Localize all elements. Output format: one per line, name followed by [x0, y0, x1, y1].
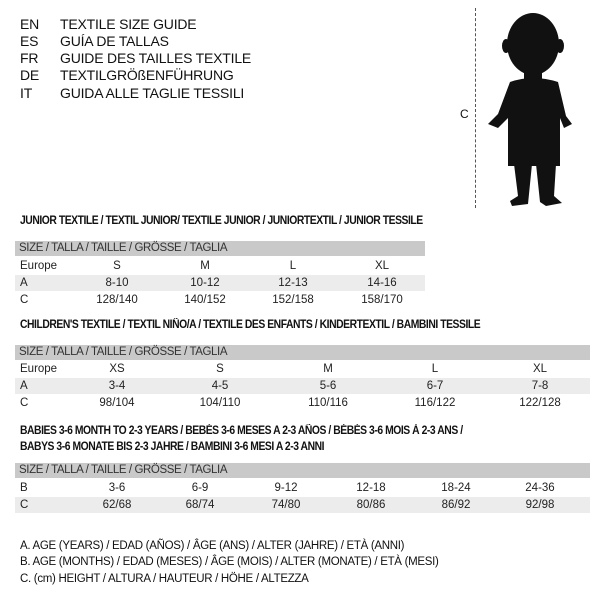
row-label: Europe [20, 260, 58, 272]
table-cell: S [113, 260, 121, 272]
table-cell: XS [109, 363, 125, 375]
guide-title: TEXTILGRÖßENFÜHRUNG [60, 67, 234, 83]
guide-title: GUÍA DE TALLAS [60, 33, 169, 49]
child-silhouette-icon [488, 13, 572, 206]
table-cell: XL [532, 363, 548, 375]
language-code: ES [20, 33, 39, 49]
legend-age-months: B. AGE (MONTHS) / EDAD (MESES) / ÂGE (MO… [20, 556, 439, 568]
table-cell: 110/116 [308, 397, 348, 409]
table-row: A 3-4 4-5 5-6 6-7 7-8 [15, 378, 590, 394]
babies-section-title-line2: BABYS 3-6 MONATE BIS 2-3 JAHRE / BAMBINI… [20, 441, 325, 453]
table-row: C 98/104 104/110 110/116 116/122 122/128 [15, 395, 590, 411]
guide-title: GUIDE DES TAILLES TEXTILE [60, 50, 252, 66]
table-cell: M [323, 363, 333, 375]
table-cell: 4-5 [211, 380, 229, 392]
table-cell: 8-10 [105, 277, 129, 289]
table-cell: 7-8 [531, 380, 549, 392]
table-cell: 18-24 [441, 482, 471, 494]
row-label: C [20, 397, 29, 409]
legend-age-years: A. AGE (YEARS) / EDAD (AÑOS) / ÂGE (ANS)… [20, 540, 405, 552]
table-cell: 158/170 [361, 294, 403, 306]
row-label: C [20, 499, 29, 511]
height-dimension-line [475, 8, 476, 208]
table-cell: 152/158 [272, 294, 314, 306]
guide-title: GUIDA ALLE TAGLIE TESSILI [60, 85, 245, 101]
row-label: A [20, 380, 28, 392]
legend-height: C. (cm) HEIGHT / ALTURA / HAUTEUR / HÖHE… [20, 573, 309, 585]
table-cell: 10-12 [190, 277, 220, 289]
row-label: Europe [20, 363, 58, 375]
table-cell: 80/86 [356, 499, 386, 511]
table-cell: 14-16 [367, 277, 397, 289]
table-cell: 122/128 [519, 397, 561, 409]
junior-table-header: SIZE / TALLA / TAILLE / GRÖSSE / TAGLIA [15, 241, 425, 256]
children-table-header: SIZE / TALLA / TAILLE / GRÖSSE / TAGLIA [15, 345, 590, 360]
table-cell: 98/104 [99, 397, 135, 409]
table-row: C 62/68 68/74 74/80 80/86 86/92 92/98 [15, 497, 590, 513]
table-cell: 12-18 [356, 482, 386, 494]
table-cell: 12-13 [278, 277, 308, 289]
table-cell: 24-36 [525, 482, 555, 494]
guide-title: TEXTILE SIZE GUIDE [60, 16, 197, 32]
table-cell: L [431, 363, 439, 375]
language-code: FR [20, 50, 39, 66]
table-cell: S [216, 363, 224, 375]
table-cell: 68/74 [185, 499, 215, 511]
table-cell: 128/140 [96, 294, 138, 306]
table-cell: 116/122 [414, 397, 456, 409]
table-cell: 5-6 [319, 380, 337, 392]
table-cell: 3-4 [108, 380, 126, 392]
table-cell: 104/110 [199, 397, 241, 409]
language-code: EN [20, 16, 40, 32]
table-cell: 140/152 [184, 294, 226, 306]
row-label: A [20, 277, 28, 289]
table-row: Europe XS S M L XL [15, 361, 590, 377]
babies-table-header: SIZE / TALLA / TAILLE / GRÖSSE / TAGLIA [15, 463, 590, 478]
row-label: B [20, 482, 28, 494]
table-cell: 9-12 [274, 482, 298, 494]
table-cell: M [200, 260, 210, 272]
height-label: C [460, 107, 469, 121]
table-row: A 8-10 10-12 12-13 14-16 [15, 275, 425, 291]
table-row: Europe S M L XL [15, 258, 425, 274]
children-section-title: CHILDREN'S TEXTILE / TEXTIL NIÑO/A / TEX… [20, 319, 481, 331]
table-cell: 62/68 [102, 499, 132, 511]
table-cell: XL [374, 260, 390, 272]
table-cell: 6-7 [426, 380, 444, 392]
table-cell: 74/80 [271, 499, 301, 511]
table-cell: 92/98 [525, 499, 555, 511]
table-cell: 3-6 [108, 482, 126, 494]
junior-section-title: JUNIOR TEXTILE / TEXTIL JUNIOR/ TEXTILE … [20, 215, 423, 227]
language-code: DE [20, 67, 40, 83]
row-label: C [20, 294, 29, 306]
table-cell: L [289, 260, 297, 272]
table-cell: 86/92 [441, 499, 471, 511]
table-row: B 3-6 6-9 9-12 12-18 18-24 24-36 [15, 480, 590, 496]
language-code: IT [20, 85, 33, 101]
table-cell: 6-9 [191, 482, 209, 494]
babies-section-title-line1: BABIES 3-6 MONTH TO 2-3 YEARS / BEBÉS 3-… [20, 425, 463, 437]
table-row: C 128/140 140/152 152/158 158/170 [15, 292, 425, 308]
